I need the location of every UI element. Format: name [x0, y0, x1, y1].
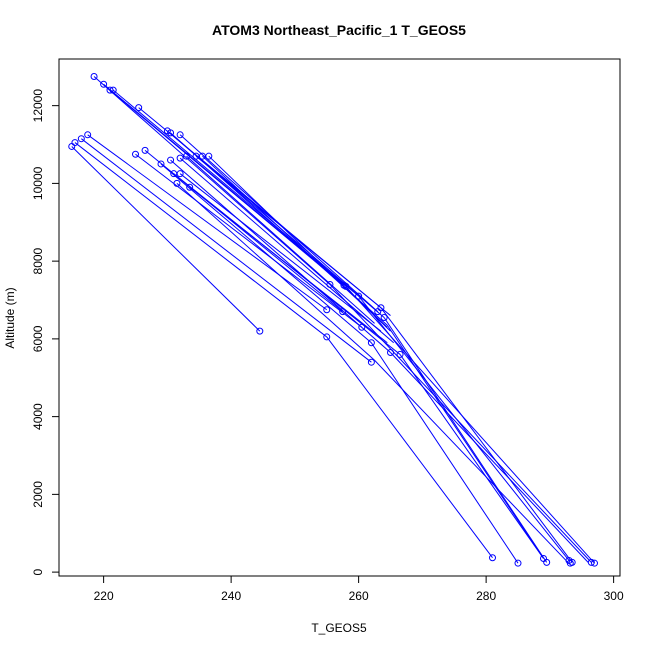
data-point-44	[543, 558, 551, 566]
data-point-37	[377, 304, 385, 312]
data-point-4	[135, 104, 143, 112]
series-line-14	[160, 163, 372, 344]
x-tick-label-2: 260	[349, 589, 369, 603]
data-point-30	[340, 281, 348, 289]
series-line-28	[380, 307, 573, 563]
data-point-6	[167, 129, 175, 137]
x-tick-label-1: 240	[221, 589, 241, 603]
series-line-2	[109, 89, 344, 285]
y-axis-label: Altitude (m)	[3, 287, 17, 348]
series-line-3	[112, 89, 359, 297]
series-line-27	[358, 295, 570, 561]
series-lines	[71, 76, 595, 564]
data-point-27	[323, 333, 331, 341]
data-point-41	[489, 554, 496, 562]
data-point-18	[176, 154, 184, 162]
series-line-25	[329, 284, 592, 563]
series-line-31	[370, 342, 519, 564]
data-point-13	[141, 146, 149, 154]
data-point-47	[568, 558, 576, 566]
data-point-42	[514, 559, 522, 567]
y-tick-label-3: 6000	[31, 325, 45, 352]
data-point-34	[367, 339, 375, 347]
series-line-12	[135, 153, 363, 328]
series-line-30	[386, 324, 544, 559]
data-point-33	[358, 323, 366, 331]
data-point-0	[90, 72, 98, 80]
data-point-26	[323, 306, 331, 314]
data-point-15	[167, 156, 175, 164]
series-points	[68, 72, 598, 567]
y-tick-label-1: 2000	[31, 481, 45, 508]
data-point-11	[84, 131, 92, 139]
x-axis-label: T_GEOS5	[311, 621, 367, 635]
data-point-40	[396, 350, 404, 358]
series-line-26	[345, 286, 595, 564]
series-line-10	[81, 138, 372, 363]
y-tick-label-2: 4000	[31, 403, 45, 430]
y-axis: 0 2000 4000 6000 8000 10000 12000	[31, 89, 59, 575]
data-point-9	[71, 139, 79, 147]
series-line-32	[326, 336, 493, 559]
data-point-35	[367, 358, 375, 366]
chart-title: ATOM3 Northeast_Pacific_1 T_GEOS5	[212, 22, 466, 38]
y-tick-label-5: 10000	[31, 166, 45, 200]
data-point-14	[157, 160, 165, 168]
data-point-24	[205, 152, 213, 160]
data-point-48	[587, 558, 595, 566]
series-line-17	[176, 183, 375, 361]
data-point-32	[355, 292, 363, 300]
x-tick-label-3: 280	[476, 589, 496, 603]
series-line-8	[71, 146, 261, 332]
data-point-31	[342, 282, 350, 290]
x-axis: 220 240 260 280 300	[94, 575, 624, 603]
series-line-0	[93, 76, 331, 285]
data-point-39	[387, 348, 394, 356]
data-point-38	[380, 314, 388, 321]
data-point-7	[176, 131, 184, 139]
data-point-28	[326, 280, 334, 288]
x-tick-label-4: 300	[604, 589, 624, 603]
y-tick-label-0: 0	[31, 568, 45, 575]
data-point-25	[256, 327, 264, 335]
series-line-20	[186, 155, 375, 324]
series-line-19	[179, 173, 382, 332]
series-line-18	[179, 157, 395, 344]
data-point-3	[109, 86, 117, 94]
series-line-9	[74, 142, 328, 338]
data-point-2	[106, 86, 114, 94]
data-point-19	[176, 170, 184, 178]
data-point-1	[100, 80, 108, 88]
data-point-17	[173, 179, 181, 187]
series-line-21	[189, 186, 388, 344]
data-point-49	[591, 559, 598, 567]
series-line-29	[383, 317, 548, 563]
data-point-12	[132, 150, 139, 158]
series-line-34	[390, 352, 589, 563]
x-tick-label-0: 220	[94, 589, 114, 603]
y-tick-label-6: 12000	[31, 89, 45, 123]
series-line-33	[374, 359, 570, 564]
data-point-21	[186, 183, 194, 191]
data-point-29	[339, 308, 347, 316]
series-line-35	[399, 354, 544, 559]
series-line-22	[195, 155, 391, 316]
series-line-15	[170, 159, 391, 353]
y-tick-label-4: 8000	[31, 247, 45, 274]
series-line-11	[87, 134, 328, 311]
data-point-20	[183, 152, 190, 160]
data-point-10	[77, 135, 85, 143]
